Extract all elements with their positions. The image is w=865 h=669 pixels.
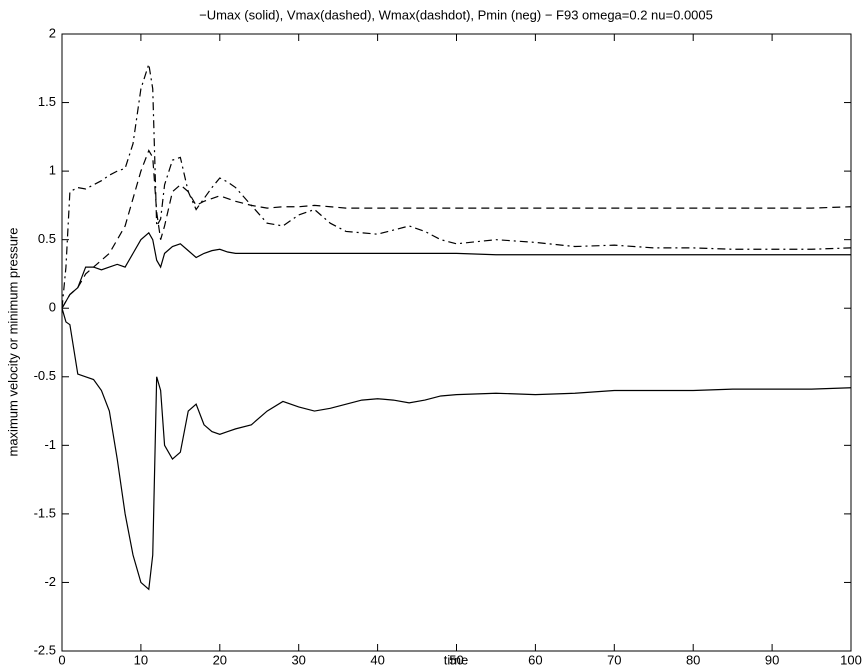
x-tick-label: 80 bbox=[686, 652, 700, 667]
y-tick-label: 2 bbox=[49, 25, 56, 40]
x-tick-label: 60 bbox=[528, 652, 542, 667]
x-tick-label: 20 bbox=[213, 652, 227, 667]
series-line bbox=[61, 308, 852, 591]
y-tick-label: 0.5 bbox=[38, 231, 56, 246]
y-tick-label: 1 bbox=[49, 163, 56, 178]
x-tick-label: 40 bbox=[370, 652, 384, 667]
y-tick-label: 0 bbox=[49, 300, 56, 315]
series-line bbox=[61, 231, 851, 309]
series-line bbox=[61, 149, 852, 309]
y-tick-label: -1.5 bbox=[34, 505, 56, 520]
chart-title: −Umax (solid), Vmax(dashed), Wmax(dashdo… bbox=[199, 7, 713, 22]
y-tick-label: -2.5 bbox=[34, 642, 56, 657]
y-tick-label: 1.5 bbox=[38, 94, 56, 109]
y-tick-label: -0.5 bbox=[34, 368, 56, 383]
y-tick-label: -2 bbox=[44, 574, 56, 589]
plot-frame bbox=[61, 33, 852, 652]
x-tick-label: 100 bbox=[840, 652, 862, 667]
y-axis-label: maximum velocity or minimum pressure bbox=[5, 228, 20, 457]
x-tick-label: 50 bbox=[449, 652, 463, 667]
x-tick-label: 0 bbox=[58, 652, 65, 667]
x-tick-label: 10 bbox=[134, 652, 148, 667]
y-tick-label: -1 bbox=[44, 437, 56, 452]
x-tick-label: 70 bbox=[607, 652, 621, 667]
x-tick-label: 90 bbox=[765, 652, 779, 667]
x-axis-label: time bbox=[444, 652, 469, 667]
series-line bbox=[61, 63, 852, 309]
x-tick-label: 30 bbox=[291, 652, 305, 667]
